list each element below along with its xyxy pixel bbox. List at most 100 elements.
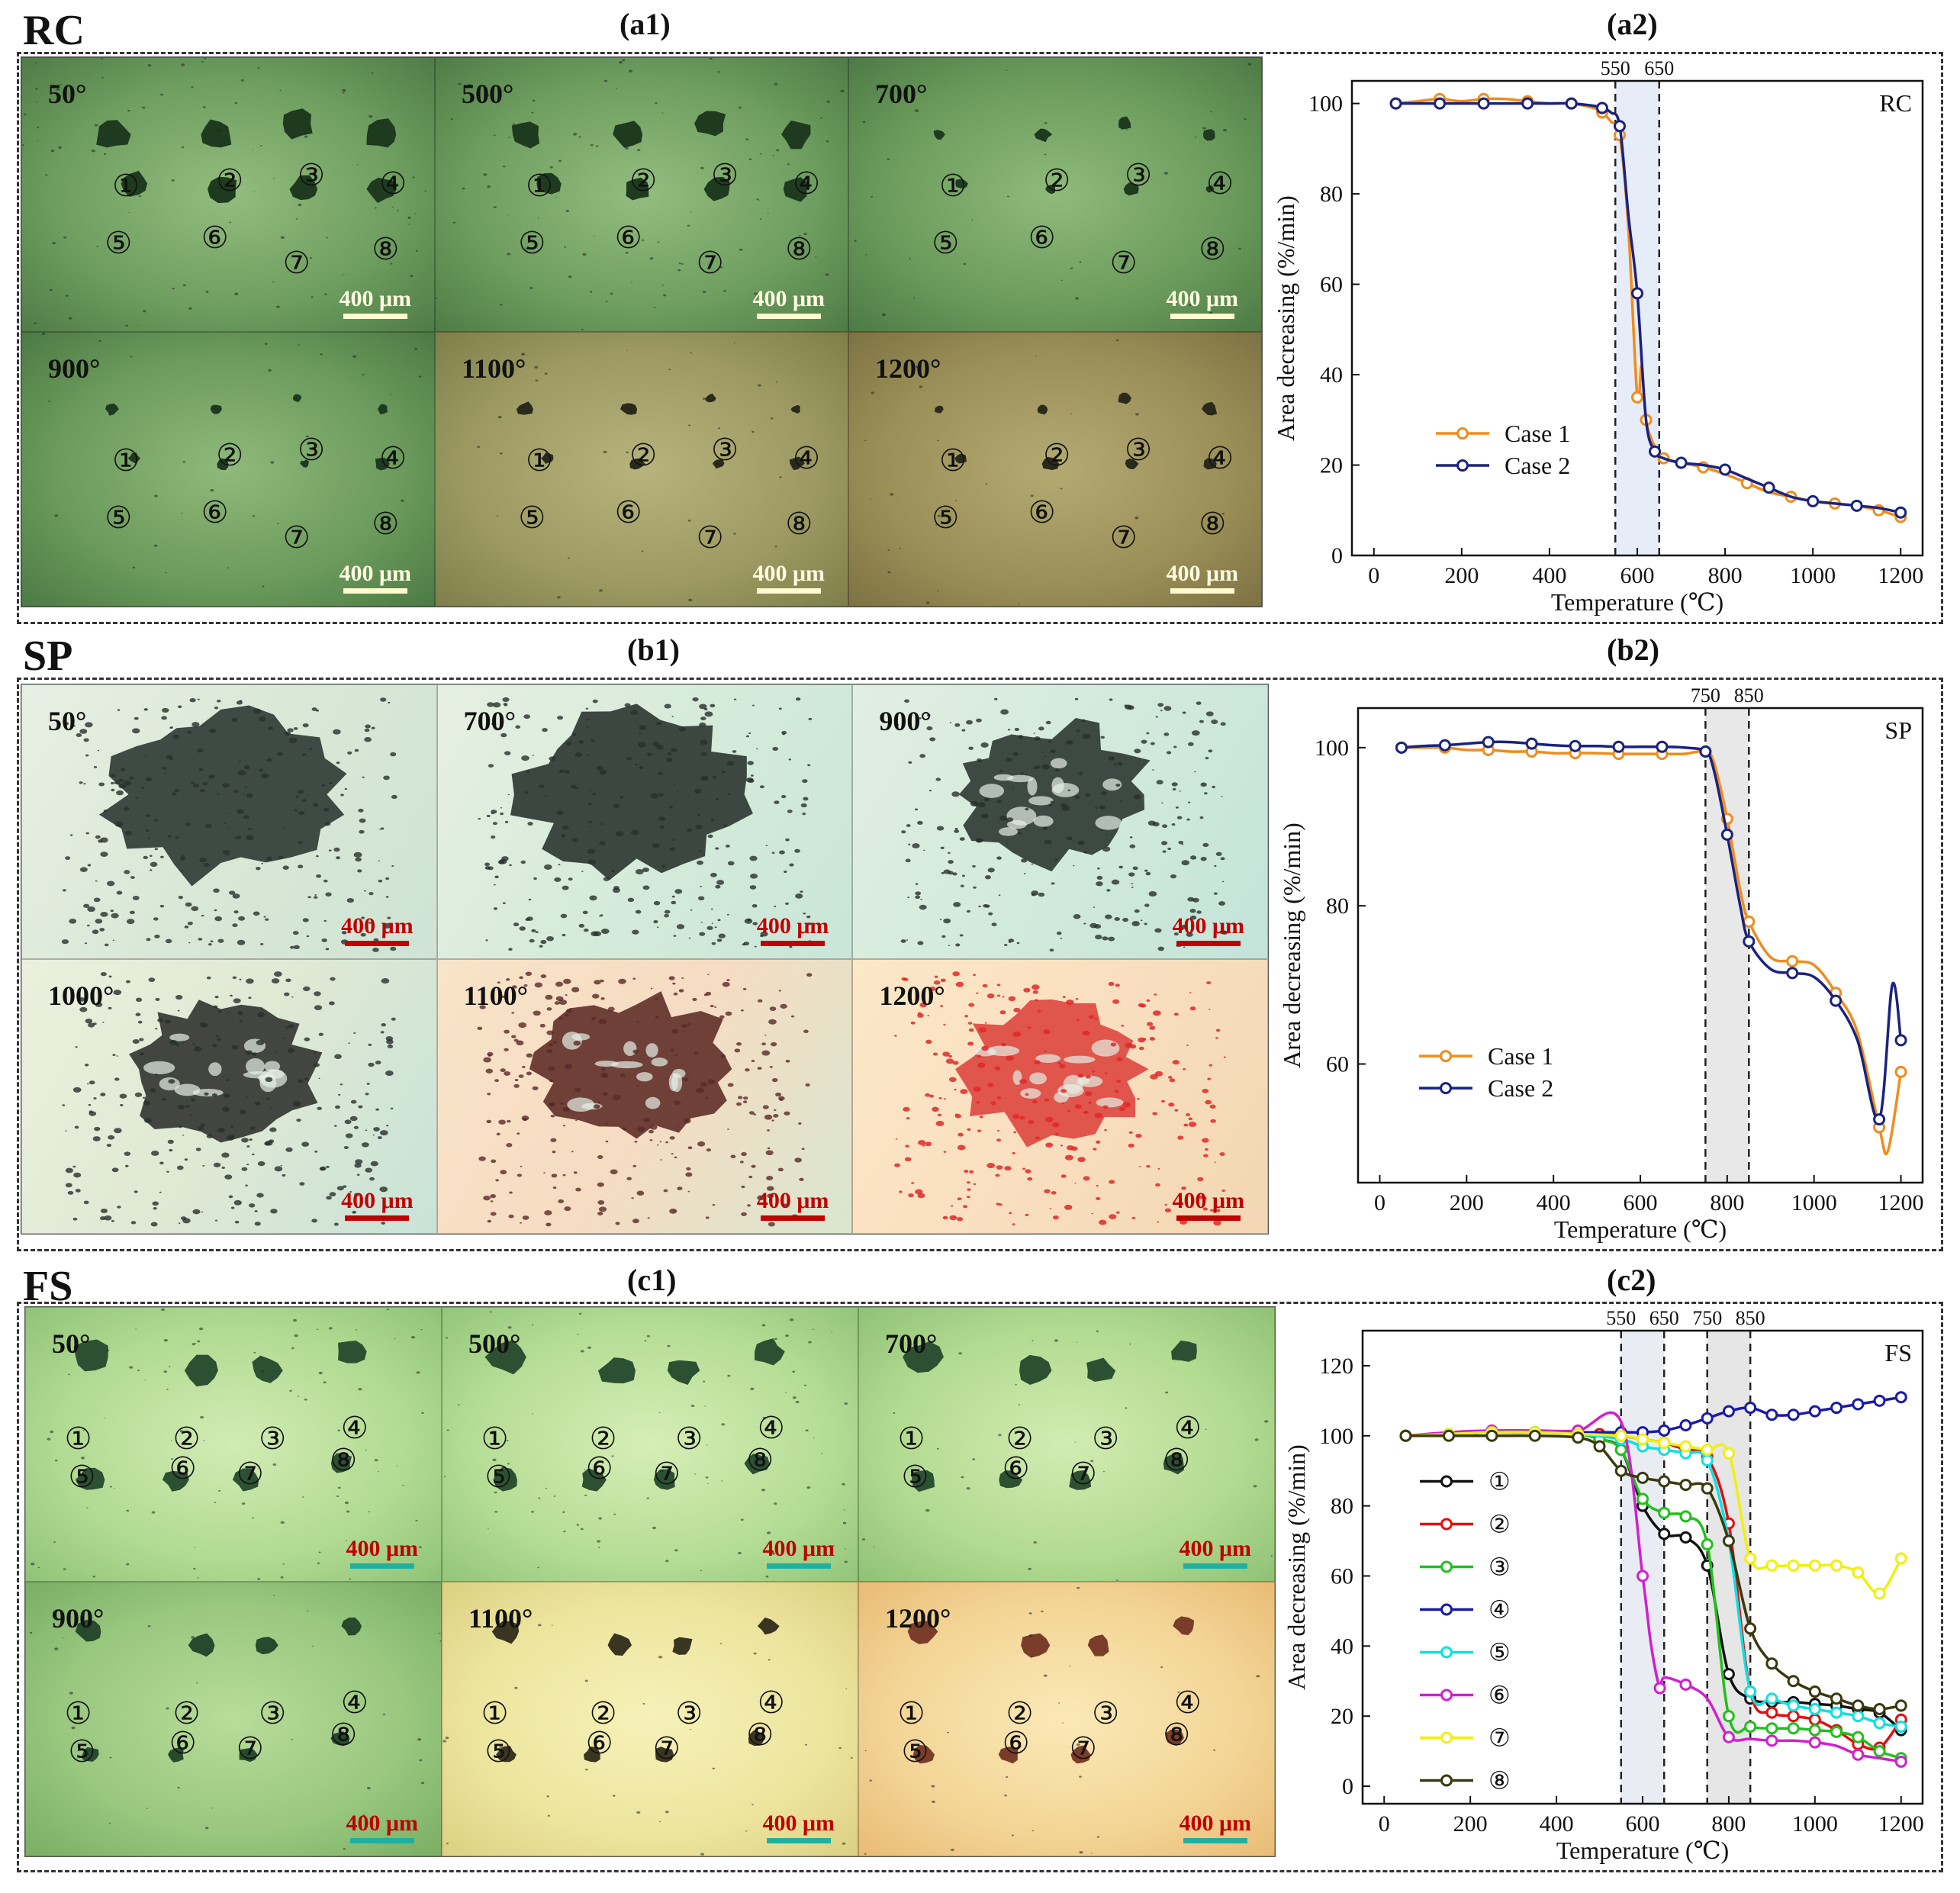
speck [1177,816,1183,819]
speck [765,1176,773,1181]
scale-bar-label: 400 μm [1166,286,1239,311]
speck [289,1389,292,1392]
speck [733,698,736,700]
particle-number: ⑦ [696,520,724,555]
speck [1157,1221,1160,1223]
particle [338,1340,367,1363]
speck [543,1210,552,1215]
speck [697,813,700,816]
shaded-band [1705,708,1749,1183]
scale-bar: 400 μm [1180,1536,1251,1569]
speck [1054,1339,1058,1342]
speck [82,1429,85,1431]
speck [139,1038,144,1041]
speck [590,826,592,827]
particle-number: ⑤ [105,501,133,536]
speck [972,864,977,868]
speck [359,829,365,834]
speck [774,800,780,804]
speck [714,926,717,929]
speck [671,1029,679,1034]
speck [933,1052,938,1056]
speck [209,728,217,733]
speck [477,1026,482,1031]
y-tick-label: 100 [1315,736,1349,761]
speck [54,1647,59,1650]
speck [63,1568,66,1570]
speck [499,452,503,455]
speck [71,1726,76,1730]
speck [93,1097,97,1099]
speck [967,909,971,913]
speck [381,525,384,527]
speck [985,1022,987,1024]
y-tick-label: 100 [1308,92,1343,117]
speck [520,755,529,761]
speck [261,862,264,864]
legend-marker [1440,1518,1453,1531]
speck [789,863,794,867]
speck [781,1203,787,1208]
speck [204,58,207,60]
speck [1090,1460,1094,1463]
x-tick-label: 400 [1540,1811,1574,1837]
speck [600,929,610,935]
speck [788,945,793,948]
scale-bar: 400 μm [753,561,825,594]
speck [776,149,780,152]
speck [153,544,158,547]
speck [338,1093,341,1096]
speck [344,1501,349,1505]
speck [605,301,608,303]
speck [337,1486,341,1489]
speck [499,1746,504,1749]
data-point [1787,1559,1800,1572]
speck [187,730,192,734]
speck [95,835,101,839]
speck [531,1511,535,1513]
speck [535,379,539,381]
speck [752,922,758,926]
speck [751,1804,754,1805]
speck [658,1655,663,1659]
speck [659,825,665,829]
speck [166,1170,169,1173]
speck [1253,1485,1257,1488]
data-point [1765,1706,1778,1719]
speck [229,221,232,224]
speck [519,926,526,931]
speck [266,758,272,762]
speck [684,1172,693,1177]
speck [663,294,667,297]
speck [820,117,822,119]
speck [941,935,946,938]
speck [135,997,143,1002]
particle-number: ④ [757,1685,785,1721]
speck [1092,1070,1096,1073]
speck [298,203,302,207]
speck [726,761,735,766]
speck [217,1038,222,1041]
scale-bar-line [766,1838,831,1843]
speck [717,71,720,73]
speck [394,1338,396,1340]
speck [999,770,1003,772]
speck [934,980,941,985]
data-point [1787,1699,1800,1712]
speck [589,291,593,293]
particle [491,1621,520,1644]
speck [123,806,130,811]
speck [942,1215,948,1220]
data-point [1765,1692,1778,1705]
speck [768,1019,777,1025]
speck [1030,494,1034,497]
speck [642,1702,645,1705]
speck [132,566,136,569]
speck [976,992,979,994]
particle [907,1621,938,1644]
speck [696,860,703,865]
speck [914,109,919,112]
particle [613,121,643,148]
speck [1189,909,1196,913]
speck [532,755,534,756]
